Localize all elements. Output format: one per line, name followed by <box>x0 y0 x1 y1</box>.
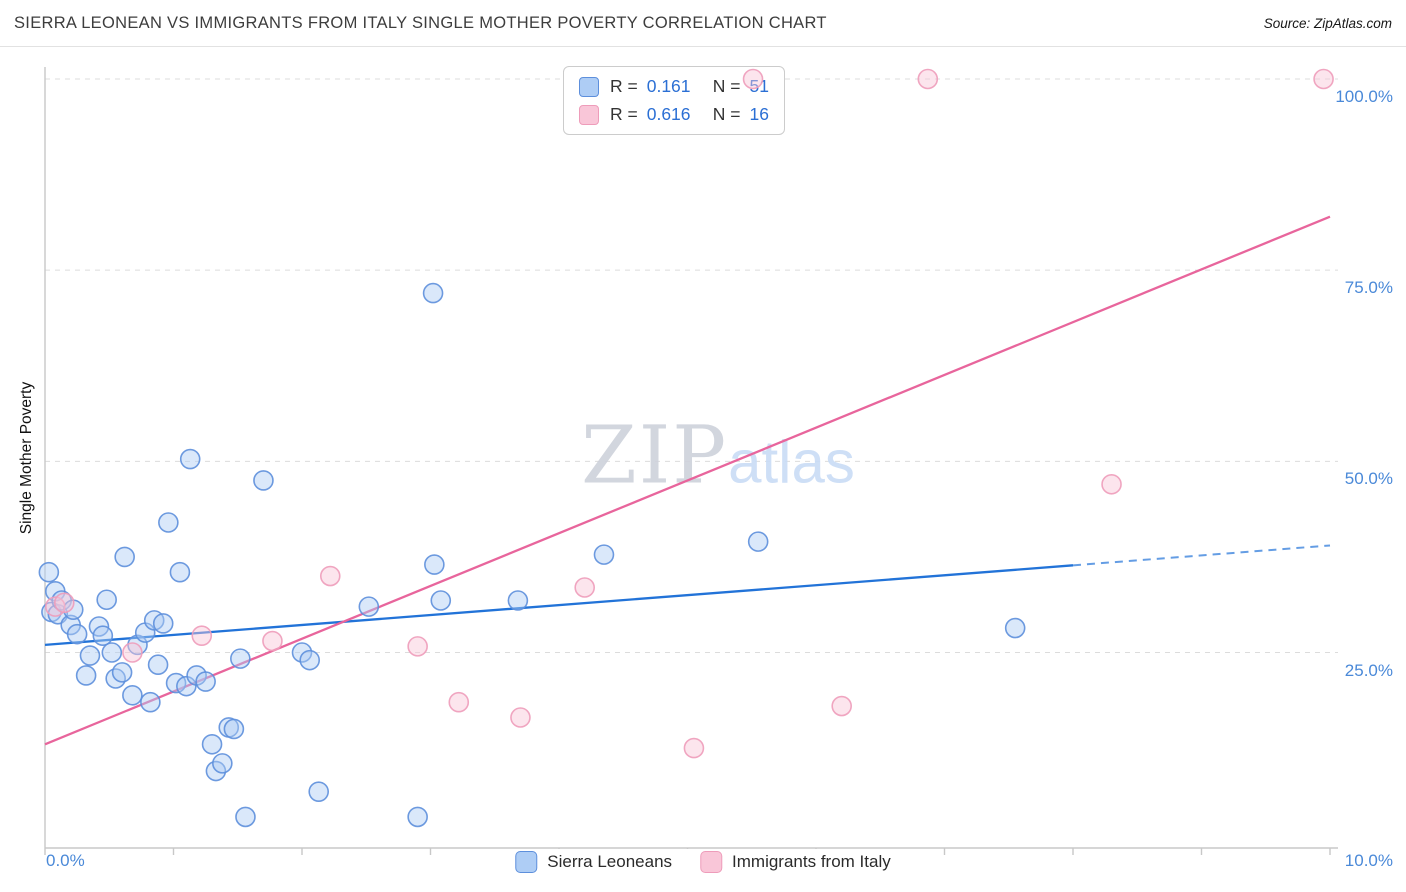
n-label: N = <box>712 76 741 96</box>
r-label: R = <box>610 76 638 96</box>
r-value: 0.161 <box>646 76 691 96</box>
header-bar: SIERRA LEONEAN VS IMMIGRANTS FROM ITALY … <box>0 0 1406 47</box>
x-tick-min: 0.0% <box>46 851 85 870</box>
y-tick-50: 50.0% <box>1344 469 1393 489</box>
r-value: 0.616 <box>646 104 691 124</box>
n-value: 51 <box>749 76 769 96</box>
immigrants-italy-swatch-icon <box>700 851 723 873</box>
legend-item-immigrants-italy: Immigrants from Italy <box>700 851 891 873</box>
correlation-legend-box: R = 0.161 N = 51 R = 0.616 N = 16 <box>563 66 785 135</box>
zipatlas-watermark: ZIPatlas <box>581 409 855 502</box>
x-tick-max: 10.0% <box>1344 851 1393 870</box>
watermark-atlas-text: atlas <box>728 428 855 496</box>
blue-series-swatch <box>579 76 599 97</box>
series-legend: Sierra Leoneans Immigrants from Italy <box>507 849 899 875</box>
y-tick-25: 25.0% <box>1344 660 1393 680</box>
immigrants-italy-label: Immigrants from Italy <box>732 852 891 871</box>
y-axis-title: Single Mother Poverty <box>18 381 35 535</box>
legend-item-sierra-leoneans: Sierra Leoneans <box>515 851 672 873</box>
correlation-row-immigrants-italy: R = 0.616 N = 16 <box>579 104 769 125</box>
watermark-zip-text: ZIP <box>581 408 729 502</box>
r-label: R = <box>610 104 638 124</box>
y-tick-100: 100.0% <box>1335 87 1393 106</box>
y-tick-75: 75.0% <box>1344 278 1393 298</box>
pink-series-swatch <box>579 104 599 125</box>
n-label: N = <box>712 104 741 124</box>
sierra-leoneans-label: Sierra Leoneans <box>547 852 673 871</box>
n-value: 16 <box>749 104 769 124</box>
page-title: SIERRA LEONEAN VS IMMIGRANTS FROM ITALY … <box>14 13 827 32</box>
correlation-row-sierra-leoneans: R = 0.161 N = 51 <box>579 76 769 97</box>
sierra-leoneans-swatch-icon <box>515 851 538 873</box>
source-attribution: Source: ZipAtlas.com <box>1263 15 1392 31</box>
